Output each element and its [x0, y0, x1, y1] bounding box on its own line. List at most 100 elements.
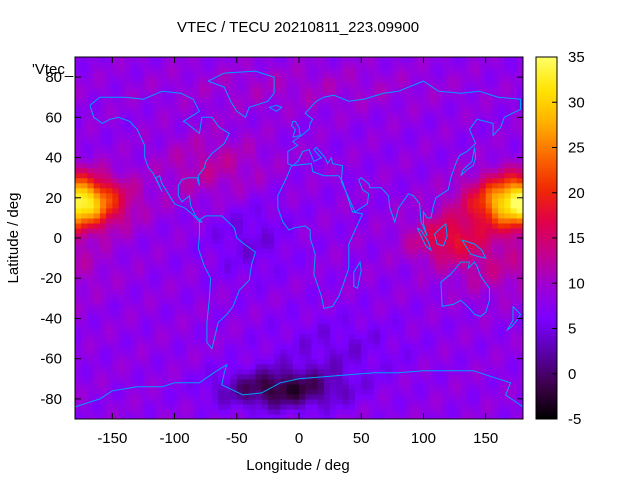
heatmap-cell	[224, 182, 232, 189]
heatmap-cell	[386, 112, 393, 118]
heatmap-cell	[485, 273, 493, 279]
heatmap-cell	[292, 303, 300, 309]
heatmap-cell	[386, 167, 393, 174]
heatmap-cell	[361, 82, 369, 88]
heatmap-cell	[336, 373, 344, 380]
heatmap-cell	[137, 323, 145, 330]
heatmap-cell	[267, 258, 275, 264]
heatmap-cell	[379, 77, 387, 83]
heatmap-cell	[398, 197, 406, 204]
heatmap-cell	[392, 273, 400, 279]
heatmap-cell	[106, 343, 113, 350]
heatmap-cell	[118, 162, 126, 169]
heatmap-cell	[199, 122, 207, 128]
heatmap-cell	[112, 348, 120, 355]
heatmap-cell	[249, 363, 257, 370]
heatmap-cell	[311, 353, 319, 360]
heatmap-cell	[504, 197, 512, 204]
heatmap-cell	[236, 222, 244, 229]
heatmap-cell	[118, 77, 126, 83]
heatmap-cell	[336, 403, 344, 410]
heatmap-cell	[292, 127, 300, 134]
heatmap-cell	[162, 107, 169, 113]
heatmap-cell	[429, 172, 437, 179]
heatmap-cell	[448, 157, 456, 164]
heatmap-cell	[305, 157, 313, 164]
heatmap-cell	[168, 162, 176, 169]
heatmap-cell	[193, 383, 201, 390]
heatmap-cell	[473, 298, 481, 304]
heatmap-cell	[124, 82, 132, 88]
heatmap-cell	[485, 187, 493, 194]
heatmap-cell	[224, 273, 232, 279]
heatmap-cell	[498, 102, 505, 108]
heatmap-cell	[118, 187, 126, 194]
heatmap-cell	[87, 172, 95, 179]
heatmap-cell	[112, 358, 120, 365]
heatmap-cell	[498, 403, 505, 410]
heatmap-cell	[330, 358, 337, 365]
heatmap-cell	[75, 107, 82, 113]
heatmap-cell	[516, 283, 523, 289]
heatmap-cell	[411, 363, 418, 370]
heatmap-cell	[124, 127, 132, 134]
heatmap-cell	[168, 263, 176, 269]
heatmap-cell	[93, 253, 101, 259]
heatmap-cell	[149, 283, 157, 289]
heatmap-cell	[355, 172, 362, 179]
heatmap-cell	[274, 308, 281, 315]
heatmap-cell	[336, 127, 344, 134]
heatmap-cell	[236, 162, 244, 169]
heatmap-cell	[516, 192, 523, 199]
heatmap-cell	[211, 172, 219, 179]
heatmap-cell	[137, 127, 145, 134]
heatmap-cell	[93, 318, 101, 325]
heatmap-cell	[286, 232, 294, 239]
heatmap-cell	[131, 328, 138, 335]
heatmap-cell	[211, 97, 219, 103]
heatmap-cell	[417, 127, 425, 134]
heatmap-cell	[205, 338, 213, 345]
heatmap-cell	[168, 137, 176, 144]
heatmap-cell	[361, 293, 369, 299]
heatmap-cell	[249, 393, 257, 400]
heatmap-cell	[448, 112, 456, 118]
heatmap-cell	[106, 263, 113, 269]
heatmap-cell	[81, 132, 89, 139]
heatmap-cell	[131, 238, 138, 244]
heatmap-cell	[199, 87, 207, 93]
heatmap-cell	[392, 393, 400, 400]
heatmap-cell	[491, 403, 499, 410]
heatmap-cell	[155, 378, 163, 385]
heatmap-cell	[355, 328, 362, 335]
heatmap-cell	[491, 303, 499, 309]
heatmap-cell	[99, 142, 107, 149]
heatmap-cell	[292, 368, 300, 375]
heatmap-cell	[299, 308, 306, 315]
heatmap-cell	[87, 67, 95, 73]
heatmap-cell	[180, 358, 188, 365]
heatmap-cell	[243, 368, 250, 375]
heatmap-cell	[224, 393, 232, 400]
heatmap-cell	[411, 273, 418, 279]
heatmap-cell	[218, 112, 225, 118]
heatmap-cell	[386, 102, 393, 108]
heatmap-cell	[187, 288, 194, 294]
heatmap-cell	[199, 398, 207, 405]
heatmap-cell	[361, 353, 369, 360]
heatmap-cell	[398, 77, 406, 83]
heatmap-cell	[423, 77, 431, 83]
heatmap-cell	[498, 87, 505, 93]
heatmap-cell	[249, 172, 257, 179]
heatmap-cell	[149, 102, 157, 108]
heatmap-cell	[442, 87, 449, 93]
heatmap-cell	[323, 87, 331, 93]
heatmap-cell	[211, 217, 219, 224]
heatmap-cell	[267, 167, 275, 174]
heatmap-cell	[286, 137, 294, 144]
heatmap-cell	[460, 222, 468, 229]
heatmap-cell	[112, 137, 120, 144]
heatmap-cell	[93, 343, 101, 350]
heatmap-cell	[193, 293, 201, 299]
heatmap-cell	[510, 172, 518, 179]
